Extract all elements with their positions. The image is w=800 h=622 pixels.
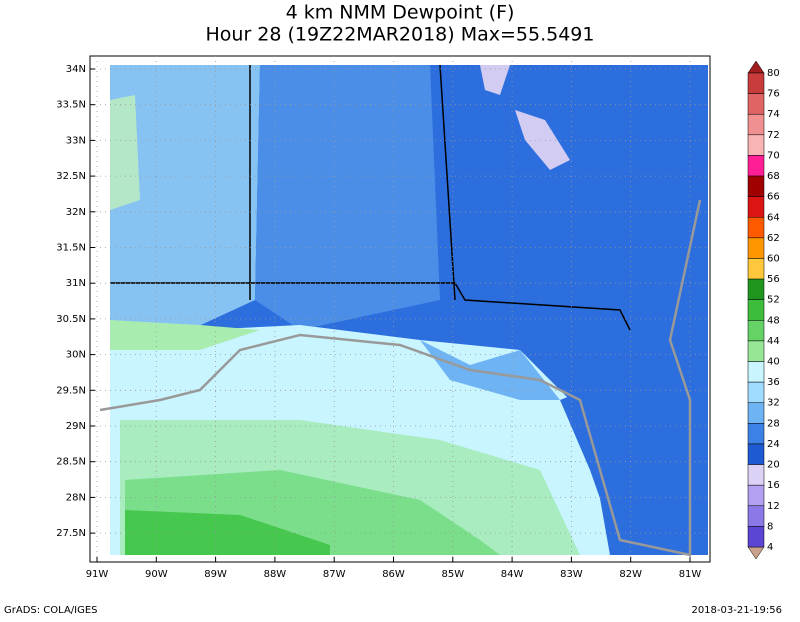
- lat-label: 34N: [66, 64, 86, 75]
- lat-label: 27.5N: [56, 528, 86, 539]
- colorbar-box: [747, 155, 765, 177]
- delta-green-area: [110, 320, 260, 350]
- west-green-patch: [110, 95, 140, 210]
- title-line-2: Hour 28 (19Z22MAR2018) Max=55.5491: [206, 24, 595, 46]
- colorbar-label: 70: [767, 150, 780, 161]
- map-field: [89, 55, 711, 563]
- colorbar-box: [747, 72, 765, 94]
- colorbar-box: [747, 113, 765, 136]
- west-moist-area: [110, 65, 260, 340]
- lon-label: 84W: [501, 569, 524, 580]
- bay-area: [420, 340, 560, 400]
- lon-label: 91W: [86, 569, 109, 580]
- colorbar-label: 52: [767, 295, 780, 306]
- colorbar-box: [747, 505, 765, 527]
- colorbar-box: [747, 464, 765, 486]
- lat-label: 29N: [66, 421, 86, 432]
- colorbar-box: [747, 320, 765, 342]
- colorbar-label: 66: [767, 192, 780, 203]
- lon-label: 82W: [619, 569, 642, 580]
- latitude-labels: 34N 33.5N 33N 32.5N 32N 31.5N 31N 30.5N 30N 29.5N…: [56, 64, 710, 539]
- lat-label: 32.5N: [56, 171, 86, 182]
- colorbar-label: 36: [767, 377, 780, 388]
- colorbar-label: 12: [767, 501, 780, 512]
- lat-label: 31N: [66, 278, 86, 289]
- colorbar-box: [747, 402, 765, 424]
- colorbar-label: 40: [767, 357, 780, 368]
- colorbar-box: [747, 361, 765, 383]
- lat-label: 33N: [66, 135, 86, 146]
- colorbar-box: [747, 443, 765, 465]
- colorbar: 8076747270686664626056524844403632282420…: [747, 60, 780, 560]
- footer-left: GrADS: COLA/IGES: [4, 605, 98, 616]
- state-border: [249, 64, 456, 301]
- colorbar-label: 44: [767, 336, 780, 347]
- colorbar-box: [747, 423, 765, 445]
- colorbar-box: [747, 526, 765, 548]
- lon-label: 88W: [264, 569, 287, 580]
- colorbar-label: 60: [767, 253, 780, 264]
- colorbar-label: 80: [767, 68, 780, 79]
- lat-label: 32N: [66, 207, 86, 218]
- colorbar-label: 24: [767, 439, 780, 450]
- lat-label: 29.5N: [56, 385, 86, 396]
- dry-patch: [515, 110, 570, 170]
- colorbar-box: [747, 258, 765, 280]
- colorbar-label: 64: [767, 212, 780, 223]
- colorbar-box: [747, 340, 765, 362]
- lat-label: 30.5N: [56, 314, 86, 325]
- colorbar-label: 68: [767, 171, 780, 182]
- central-area: [255, 65, 440, 330]
- lon-label: 81W: [679, 569, 702, 580]
- colorbar-label: 76: [767, 89, 780, 100]
- colorbar-label: 20: [767, 460, 780, 471]
- lat-label: 33.5N: [56, 100, 86, 111]
- lon-label: 89W: [204, 569, 227, 580]
- colorbar-box: [747, 237, 765, 259]
- colorbar-box: [747, 381, 765, 403]
- colorbar-box: [747, 134, 765, 156]
- lat-label: 28N: [66, 492, 86, 503]
- footer-right: 2018-03-21-19:56: [691, 605, 782, 616]
- colorbar-bottom-triangle: [747, 546, 765, 560]
- colorbar-box: [747, 484, 765, 507]
- colorbar-label: 28: [767, 418, 780, 429]
- lon-label: 86W: [382, 569, 405, 580]
- dry-patch: [480, 65, 510, 95]
- colorbar-box: [747, 93, 765, 115]
- colorbar-label: 48: [767, 315, 780, 326]
- lat-label: 30N: [66, 350, 86, 361]
- colorbar-label: 16: [767, 480, 780, 491]
- lon-label: 83W: [560, 569, 583, 580]
- lat-label: 28.5N: [56, 457, 86, 468]
- longitude-labels: 91W 90W 89W 88W 87W 86W 85W 84W 83W 82W 81W: [86, 56, 702, 580]
- colorbar-label: 32: [767, 398, 780, 409]
- colorbar-box: [747, 278, 765, 300]
- lon-label: 90W: [145, 569, 168, 580]
- colorbar-box: [747, 299, 765, 321]
- colorbar-top-triangle: [747, 60, 765, 74]
- colorbar-label: 72: [767, 130, 780, 141]
- colorbar-label: 4: [767, 542, 773, 553]
- colorbar-box: [747, 196, 765, 218]
- title-line-1: 4 km NMM Dewpoint (F): [286, 2, 515, 24]
- lat-label: 31.5N: [56, 243, 86, 254]
- lon-label: 87W: [323, 569, 346, 580]
- lon-label: 85W: [441, 569, 464, 580]
- colorbar-box: [747, 175, 765, 197]
- colorbar-label: 8: [767, 521, 773, 532]
- colorbar-box: [747, 217, 765, 239]
- florida-peninsula: [560, 380, 690, 555]
- gulf-greenest-area: [125, 510, 330, 555]
- colorbar-label: 74: [767, 109, 780, 120]
- colorbar-label: 56: [767, 274, 780, 285]
- colorbar-label: 62: [767, 233, 780, 244]
